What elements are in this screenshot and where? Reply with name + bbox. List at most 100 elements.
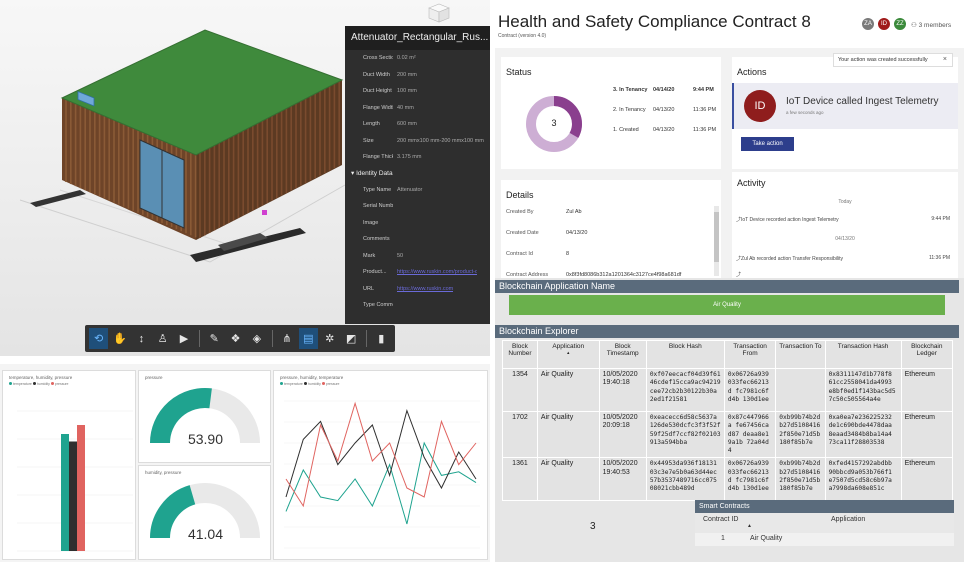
property-row: Image [345, 215, 490, 232]
property-label: Image [363, 219, 379, 226]
details-list: Created By Zul Ab Created Date 04/13/20 Cont… [506, 209, 711, 278]
day-separator: 04/13/20 [835, 236, 855, 242]
table-cell: 0x44953da936f18131 03c3e7e5b0a63d44ec 57… [645, 457, 725, 502]
camera-icon[interactable]: ▶ [179, 333, 189, 345]
table-cell: Ethereum [900, 368, 954, 412]
property-row: Serial Number [345, 198, 490, 215]
property-value: 200 mmx100 mm-200 mmx100 mm [397, 137, 484, 144]
table-cell: 0x87c447966a fe67456cad87 deaa8e19a1b 72… [723, 410, 777, 459]
avatar[interactable]: ZA [861, 17, 875, 31]
table-row[interactable]: 1702 Air Quality 10/05/2020 20:09:18 0xeace… [502, 410, 954, 459]
gauge-panel-humidity[interactable]: humidity, pressure 41.04 [138, 465, 271, 560]
property-row: Flange Thick... 3.175 mm [345, 149, 490, 166]
property-value[interactable]: https://www.ruskin.com [397, 285, 454, 292]
contracts-count: 3 [590, 521, 596, 532]
status-card: Status 3 3. In Tenancy 04/14/20 9:44 PM 2. … [501, 57, 721, 169]
gauge-title: humidity, pressure [145, 470, 182, 475]
property-row: Product... https://www.ruskin.com/product… [345, 264, 490, 281]
table-row[interactable]: 1361 Air Quality 10/05/2020 19:40:53 0x4495… [502, 457, 954, 502]
column-header[interactable]: Transaction To [775, 340, 826, 369]
take-action-button[interactable]: Take action [741, 137, 794, 151]
table-cell: 0x8311147d1b778f8 61cc2558041da4993 e8bf… [824, 368, 902, 412]
table-cell: 0x06726a939 033fec66213d fc7981c6fd4b 13… [723, 368, 777, 412]
line-chart-panel[interactable]: pressure, humidity, temperature temperat… [273, 370, 488, 560]
column-header[interactable]: Block Timestamp [598, 340, 647, 369]
table-cell: 1702 [502, 410, 538, 459]
column-header[interactable]: Blockchain Ledger [900, 340, 954, 369]
close-icon[interactable]: × [942, 56, 947, 63]
table-cell: Ethereum [900, 410, 954, 459]
avatar[interactable]: ID [877, 17, 891, 31]
properties-panel: Attenuator_Rectangular_Rus... Cross Sect… [345, 26, 490, 324]
view-cube-icon[interactable] [425, 2, 453, 24]
detail-label: Contract Id [506, 251, 533, 257]
toast-text: Your action was created successfully [838, 57, 928, 63]
sort-asc-icon[interactable]: ▲ [566, 350, 571, 355]
activity-icon: ⤴ [736, 217, 742, 223]
status-date: 04/13/20 [653, 127, 675, 133]
table-cell: 10/05/2020 19:40:53 [598, 457, 647, 502]
detail-label: Contract Address [506, 272, 549, 278]
bar-chart-panel[interactable]: temperature, humidity, pressure temperat… [2, 370, 136, 560]
column-header[interactable]: Transaction Hash [824, 340, 902, 369]
settings-icon[interactable]: ✲ [325, 333, 335, 345]
table-row[interactable]: 1354 Air Quality 10/05/2020 19:40:18 0xf07e… [502, 368, 954, 412]
property-row: Size 200 mmx100 mm-200 mmx100 mm [345, 133, 490, 150]
zoom-icon[interactable]: ↕ [138, 332, 145, 345]
blockchain-workbench-app: Health and Safety Compliance Contract 8 … [495, 0, 964, 562]
table-cell: 10/05/2020 19:40:18 [598, 368, 647, 412]
table-cell: Air Quality [536, 457, 600, 502]
column-header[interactable]: Transaction From [723, 340, 777, 369]
explode-icon[interactable]: ❖ [230, 333, 241, 345]
activity-icon: ⤴ [736, 256, 742, 262]
action-item[interactable]: ID IoT Device called Ingest Telemetry a … [732, 83, 958, 129]
property-label: Product... [363, 269, 387, 276]
first-person-icon[interactable]: ♙ [157, 333, 168, 345]
detail-value: 04/13/20 [566, 230, 588, 236]
property-label: Type Name [363, 186, 392, 193]
pan-icon[interactable]: ✋ [113, 333, 127, 345]
bar-pressure [77, 425, 85, 551]
vr-icon[interactable]: ▮ [378, 333, 385, 345]
identity-section-header[interactable]: ▾ Identity Data [351, 169, 393, 177]
gauge-panel-pressure[interactable]: pressure 53.90 [138, 370, 271, 463]
column-header[interactable]: Application ▲ [536, 340, 600, 369]
person-icon: ⚇ [911, 22, 917, 29]
model-browser-icon[interactable]: ⋔ [282, 333, 292, 345]
table-cell: 0x06726a939 033fec66213d fc7981c6fd4b 13… [723, 457, 777, 502]
property-row: Duct Width 200 mm [345, 67, 490, 84]
property-row: Cross Sectio... 0.02 m² [345, 50, 490, 67]
detail-label: Created By [506, 209, 534, 215]
detail-label: Created Date [506, 230, 539, 236]
fullscreen-icon[interactable]: ◩ [345, 333, 357, 345]
building-model-canvas[interactable] [0, 0, 490, 356]
activity-item: ⤴Zul Ab recorded action Transfer Respons… [736, 256, 844, 262]
sort-asc-icon[interactable]: ▲ [747, 523, 752, 529]
detail-value: 8 [566, 251, 570, 257]
column-header[interactable]: Block Hash [645, 340, 725, 369]
measure-icon[interactable]: ✎ [209, 333, 219, 345]
toolbar-divider [198, 330, 200, 347]
table-row[interactable]: 1 Air Quality [695, 533, 954, 546]
property-value[interactable]: https://www.ruskin.com/product-detail [397, 269, 477, 276]
success-toast: Your action was created successfully × [833, 53, 953, 67]
members-link[interactable]: ⚇ 3 members [911, 21, 951, 29]
series-line-temperature [285, 441, 477, 525]
bar-humidity [69, 441, 77, 551]
bc-app-name-button[interactable]: Air Quality [509, 295, 945, 315]
properties-icon[interactable]: ▤ [298, 328, 319, 349]
bar-panel-title: temperature, humidity, pressure [9, 375, 73, 380]
avatar[interactable]: ZZ [893, 17, 907, 31]
bim-viewer[interactable]: Attenuator_Rectangular_Rus... Cross Sect… [0, 0, 490, 356]
status-row: 2. In Tenancy 04/13/20 11:36 PM [613, 107, 718, 127]
section-icon[interactable]: ◈ [252, 333, 262, 345]
orbit-icon[interactable]: ⟲ [89, 328, 109, 349]
activity-icon: ⤴ [736, 272, 742, 278]
col-application[interactable]: Application [831, 516, 866, 523]
col-contract-id[interactable]: Contract ID [703, 516, 739, 523]
toolbar-divider [365, 330, 367, 347]
column-header[interactable]: Block Number [502, 340, 538, 369]
activity-time: 9:44 PM [931, 216, 950, 222]
gauge-value: 53.90 [187, 431, 224, 447]
scrollbar[interactable] [714, 206, 719, 276]
